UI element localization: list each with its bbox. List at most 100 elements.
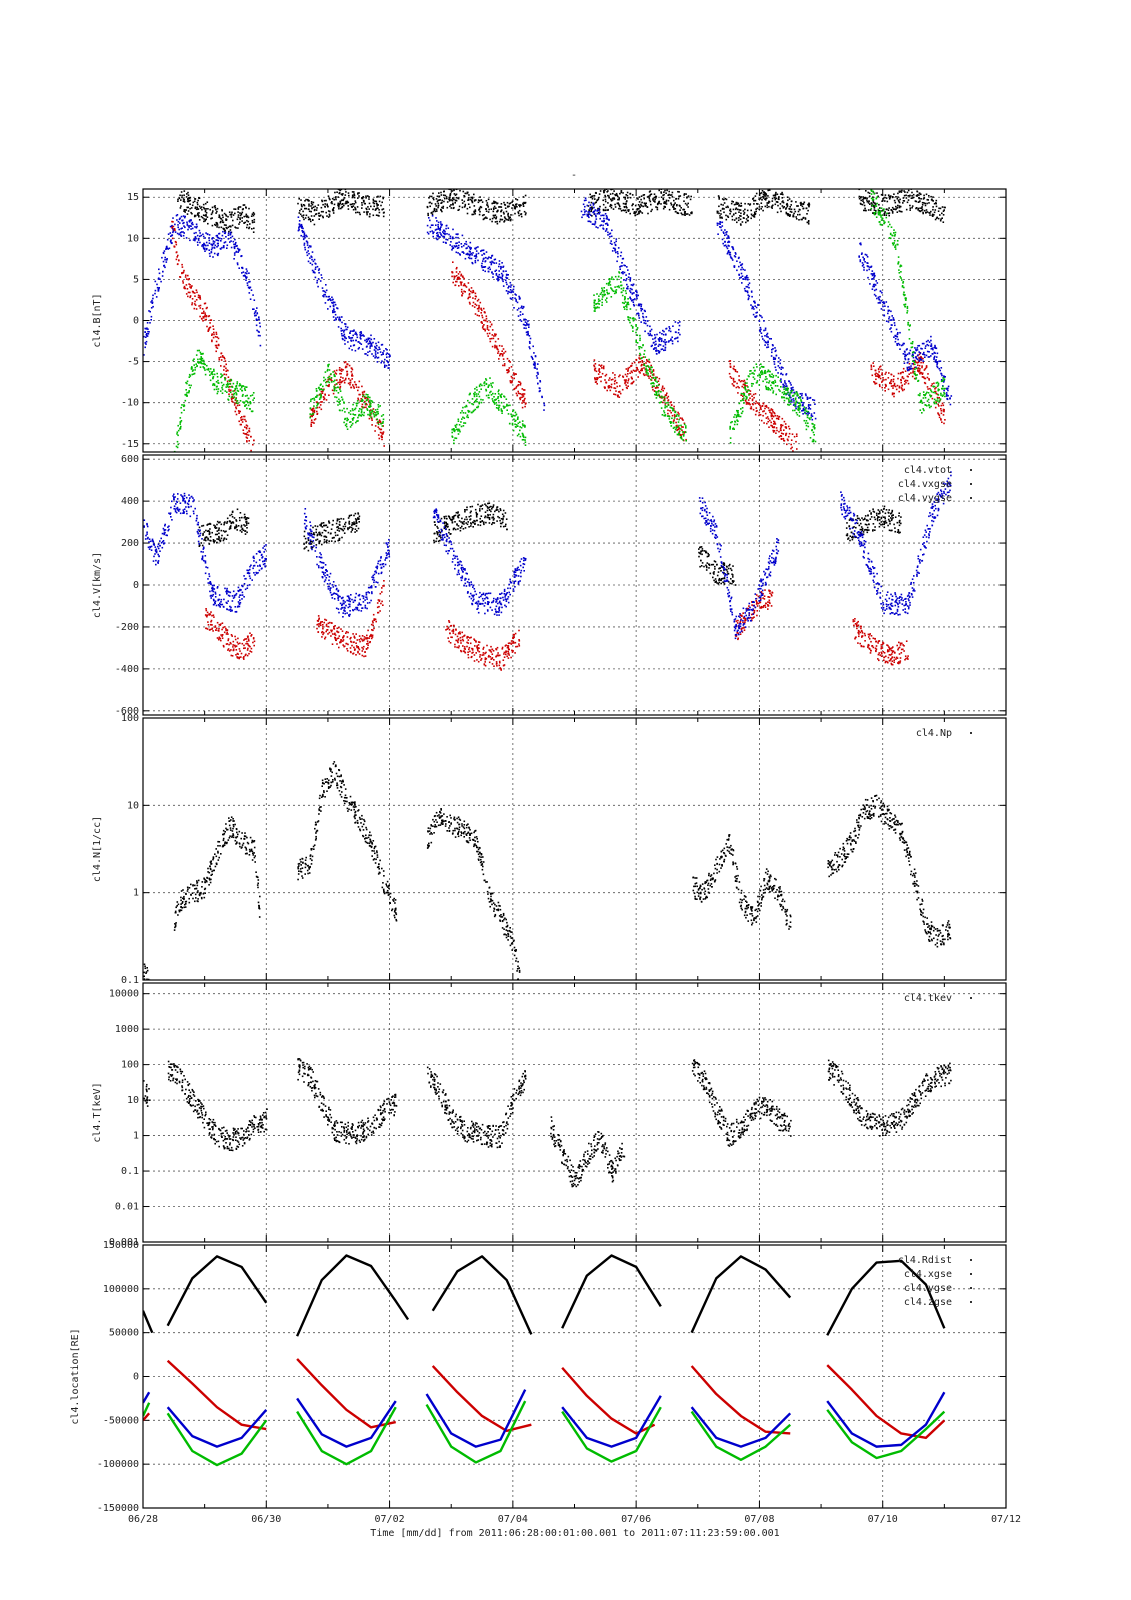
data-point [627, 370, 629, 372]
data-point [752, 306, 754, 309]
data-point [638, 196, 641, 198]
data-point [744, 208, 746, 211]
point-cloud [728, 360, 798, 452]
data-point [321, 200, 324, 203]
data-point [868, 195, 871, 197]
data-point [908, 352, 910, 354]
data-point [648, 334, 650, 337]
data-point [921, 372, 924, 374]
data-point [941, 212, 943, 215]
data-point [684, 214, 686, 216]
data-point [677, 322, 679, 324]
data-point [518, 295, 520, 298]
data-point [614, 393, 617, 396]
data-point [181, 196, 183, 199]
data-point [523, 201, 525, 204]
data-point [241, 267, 244, 270]
data-point [245, 420, 247, 423]
data-point [885, 378, 887, 381]
data-point [306, 242, 309, 244]
data-point [946, 393, 948, 396]
data-point [457, 278, 459, 280]
data-point [898, 390, 900, 393]
data-point [619, 192, 621, 195]
data-point [672, 325, 674, 327]
data-point [156, 283, 158, 286]
data-point [658, 201, 660, 204]
data-point [223, 224, 226, 226]
data-point [230, 398, 233, 401]
data-point [302, 235, 304, 238]
data-point [766, 341, 768, 344]
data-point [782, 433, 785, 435]
data-point [922, 357, 924, 360]
data-point [177, 443, 179, 446]
data-point [243, 215, 245, 218]
data-point [595, 370, 598, 373]
data-point [614, 376, 616, 379]
data-point [227, 376, 230, 378]
data-point [519, 384, 522, 386]
data-point [737, 392, 739, 394]
data-point [238, 404, 241, 406]
data-point [241, 211, 244, 214]
point-cloud [870, 352, 946, 425]
data-point [455, 275, 458, 277]
data-point [382, 215, 385, 218]
data-point [203, 310, 205, 313]
data-point [746, 274, 748, 277]
data-point [622, 375, 624, 378]
data-point [519, 311, 522, 313]
data-point [618, 204, 621, 207]
data-point [666, 189, 668, 192]
data-point [368, 208, 370, 210]
data-point [601, 372, 604, 375]
data-point [500, 353, 503, 355]
data-point [766, 335, 768, 338]
data-point [936, 361, 938, 363]
data-point [164, 256, 166, 259]
data-point [187, 191, 189, 194]
data-point [934, 344, 936, 347]
data-point [766, 206, 769, 209]
data-point [251, 221, 254, 224]
data-point [685, 213, 687, 215]
data-point [588, 209, 590, 211]
data-point [646, 360, 648, 362]
data-point [615, 390, 617, 392]
data-point [326, 203, 328, 206]
data-point [787, 439, 789, 442]
data-point [640, 305, 642, 308]
data-point [517, 212, 520, 215]
data-point [603, 214, 605, 217]
data-point [747, 298, 750, 301]
data-point [613, 393, 615, 395]
data-point [192, 201, 195, 204]
data-point [340, 199, 343, 201]
data-point [371, 424, 373, 426]
data-point [345, 366, 348, 368]
data-point [516, 301, 519, 304]
data-point [196, 203, 199, 206]
data-point [312, 421, 314, 424]
data-point [884, 387, 886, 389]
data-point [328, 394, 330, 396]
data-point [468, 301, 471, 304]
data-point [310, 421, 313, 424]
data-point [374, 350, 377, 352]
data-point [514, 297, 516, 300]
data-point [613, 190, 615, 192]
data-point [777, 365, 780, 367]
data-point [443, 194, 445, 196]
data-point [807, 221, 810, 223]
data-point [212, 237, 214, 239]
data-point [220, 352, 223, 354]
data-point [870, 368, 873, 371]
data-point [378, 346, 380, 349]
data-point [939, 219, 942, 222]
data-point [892, 317, 895, 319]
data-point [633, 361, 636, 364]
data-point [353, 191, 355, 193]
data-point [367, 351, 369, 353]
data-point [344, 337, 346, 339]
